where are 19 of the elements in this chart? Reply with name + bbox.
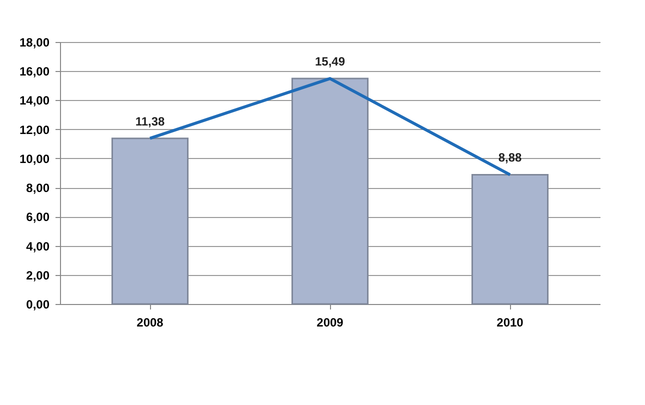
y-tick-label: 14,00 (19, 94, 50, 108)
bar (111, 138, 189, 305)
bar (291, 78, 369, 305)
bar (471, 174, 549, 305)
y-tick-label: 18,00 (19, 36, 50, 50)
y-tick-label: 16,00 (19, 64, 50, 79)
y-tick-label: 8,00 (26, 181, 50, 196)
y-tick-label: 6,00 (26, 210, 50, 224)
x-tick-label: 2010 (496, 316, 524, 330)
data-label: 11,38 (135, 114, 166, 128)
y-tick-label: 0,00 (26, 298, 50, 312)
y-tick-label: 10,00 (19, 152, 50, 166)
data-label: 8,88 (498, 150, 522, 165)
y-tick-label: 12,00 (19, 122, 50, 137)
data-label: 15,49 (314, 54, 346, 69)
y-tick-label: 4,00 (26, 239, 50, 254)
x-tick-label: 2009 (316, 316, 344, 330)
x-tick-label: 2008 (136, 316, 164, 330)
y-tick-label: 2,00 (26, 268, 50, 282)
